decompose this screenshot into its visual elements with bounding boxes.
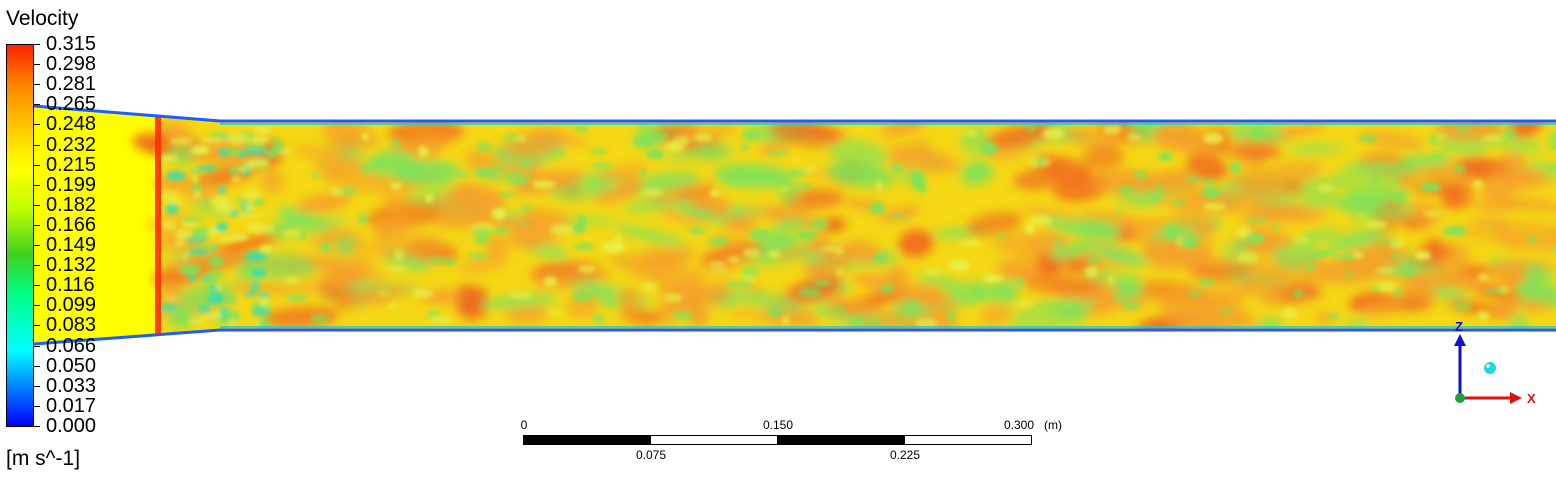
colorbar-tick-mark — [34, 225, 40, 226]
x-axis-label: X — [1527, 391, 1536, 406]
colorbar-tick-label: 0.116 — [46, 274, 95, 296]
legend-title: Velocity — [6, 7, 79, 30]
colorbar-tick-label: 0.232 — [46, 134, 97, 156]
colorbar-tick-mark — [34, 205, 40, 206]
colorbar-tick-label: 0.000 — [46, 415, 97, 437]
colorbar-tick-label: 0.248 — [46, 113, 97, 135]
legend-units: [m s^-1] — [6, 447, 81, 470]
inlet-shock-line — [155, 106, 161, 344]
x-arrow-head-icon — [1510, 392, 1522, 404]
colorbar-tick-mark — [34, 104, 40, 105]
colorbar-tick-label: 0.066 — [46, 335, 97, 357]
colorbar-tick-labels: 0.315 0.298 0.281 0.265 0.248 0.232 0.215 0.199… — [46, 34, 126, 436]
colorbar-tick-label: 0.315 — [46, 33, 97, 55]
y-axis-dot-icon — [1484, 362, 1496, 374]
z-axis-label: Z — [1455, 319, 1463, 334]
colorbar-tick-label: 0.083 — [46, 314, 97, 336]
colorbar-tick-label: 0.281 — [46, 73, 97, 95]
colorbar-tick-mark — [34, 265, 40, 266]
colorbar-tick-label: 0.199 — [46, 174, 97, 196]
z-arrow-head-icon — [1454, 334, 1466, 346]
colorbar-tick-mark — [34, 285, 40, 286]
colorbar-tick-mark — [34, 124, 40, 125]
colorbar-tick-mark — [34, 406, 40, 407]
colorbar-tick-label: 0.166 — [46, 214, 97, 236]
colorbar-tick-mark — [34, 325, 40, 326]
colorbar-tick-mark — [34, 185, 40, 186]
channel-bottom-wall — [33, 328, 1556, 346]
velocity-colorbar — [6, 44, 34, 427]
colorbar-tick-mark — [34, 64, 40, 65]
colorbar-tick-mark — [34, 44, 40, 45]
colorbar-tick-mark — [34, 426, 40, 427]
colorbar-tick-label: 0.265 — [46, 93, 97, 115]
colorbar-tick-label: 0.017 — [46, 395, 97, 417]
channel-top-wall — [33, 104, 1556, 123]
origin-icon — [1455, 393, 1465, 403]
colorbar-tick-mark — [34, 366, 40, 367]
colorbar-tick-label: 0.132 — [46, 254, 97, 276]
colorbar-tick-mark — [34, 386, 40, 387]
colorbar-tick-mark — [34, 305, 40, 306]
colorbar-tick-marks — [34, 44, 40, 427]
colorbar-tick-label: 0.099 — [46, 294, 97, 316]
axis-triad: Z X — [1440, 316, 1550, 416]
colorbar-tick-mark — [34, 84, 40, 85]
colorbar-tick-mark — [34, 245, 40, 246]
colorbar-tick-label: 0.182 — [46, 194, 97, 216]
colorbar-tick-mark — [34, 145, 40, 146]
colorbar-tick-label: 0.050 — [46, 355, 97, 377]
colorbar-tick-label: 0.149 — [46, 234, 97, 256]
colorbar-tick-label: 0.215 — [46, 154, 97, 176]
colorbar-tick-mark — [34, 165, 40, 166]
colorbar-tick-mark — [34, 346, 40, 347]
colorbar-tick-label: 0.298 — [46, 53, 97, 75]
colorbar-tick-label: 0.033 — [46, 375, 97, 397]
